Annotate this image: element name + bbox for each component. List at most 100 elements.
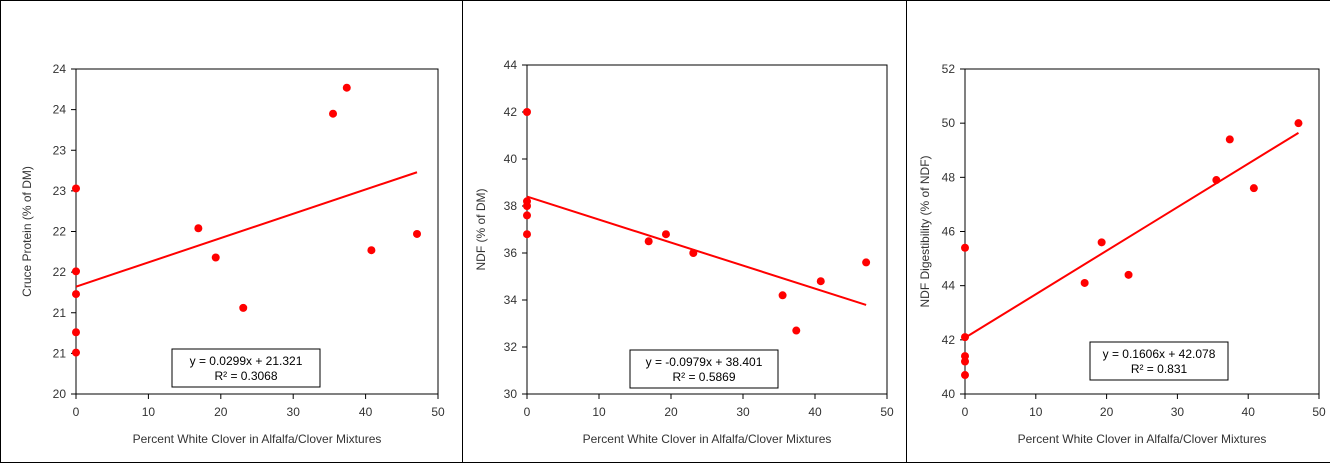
x-axis-label: Percent White Clover in Alfalfa/Clover M… (133, 432, 382, 446)
y-tick-label: 40 (504, 152, 518, 166)
equation-box (1089, 341, 1229, 381)
data-point (72, 328, 80, 337)
x-tick-label: 50 (431, 405, 445, 419)
y-tick-label: 22 (53, 225, 67, 239)
r-squared-label: R² = 0.5869 (672, 370, 735, 384)
y-tick-label: 30 (504, 387, 518, 401)
x-tick-label: 10 (1029, 405, 1043, 419)
trendline-equation: y = -0.0979x + 38.401 (646, 355, 763, 369)
x-tick-label: 0 (524, 405, 531, 419)
plot-area (75, 68, 439, 395)
data-point (1225, 135, 1234, 144)
y-tick-label: 40 (942, 387, 956, 401)
chart-panel-ndf: 0 10 20 30 40 50 30 32 34 36 38 40 42 44 Percent White… (462, 0, 907, 463)
data-point (961, 371, 969, 380)
scatter-chart-crude-protein: 0 10 20 30 40 50 20 21 21 22 22 23 23 24 24 Percent Whi… (20, 62, 445, 446)
x-tick-label: 0 (73, 405, 80, 419)
y-axis-label: NDF (% of DM) (474, 189, 488, 271)
chart-panel-crude-protein: 0 10 20 30 40 50 20 21 21 22 22 23 23 24 24 Percent Whi… (0, 0, 463, 463)
x-tick-label: 40 (808, 405, 822, 419)
x-tick-label: 40 (359, 405, 373, 419)
trendline (964, 132, 1299, 339)
data-point (72, 348, 80, 357)
data-point (1294, 119, 1303, 128)
data-point (523, 211, 531, 220)
y-tick-label: 42 (504, 105, 518, 119)
x-tick-label: 30 (736, 405, 750, 419)
x-tick-label: 10 (592, 405, 606, 419)
x-tick-label: 20 (664, 405, 678, 419)
y-tick-label: 44 (504, 58, 518, 72)
x-tick-label: 30 (287, 405, 301, 419)
y-tick-label: 32 (504, 340, 518, 354)
equation-box (171, 348, 321, 388)
y-tick-label: 24 (53, 103, 67, 117)
equation-box (629, 349, 779, 389)
x-axis-label: Percent White Clover in Alfalfa/Clover M… (583, 432, 832, 446)
plot-area (526, 64, 888, 395)
data-point (72, 290, 80, 299)
trendline-equation: y = 0.1606x + 42.078 (1103, 347, 1216, 361)
data-point (413, 229, 422, 238)
x-tick-label: 20 (214, 405, 228, 419)
data-point (1212, 176, 1221, 185)
data-point (1249, 184, 1258, 193)
x-tick-label: 10 (142, 405, 156, 419)
x-tick-label: 50 (1312, 405, 1326, 419)
data-point (1124, 270, 1133, 279)
data-point (523, 108, 531, 116)
y-tick-label: 23 (53, 184, 67, 198)
y-tick-label: 48 (942, 170, 956, 184)
x-tick-label: 30 (1171, 405, 1185, 419)
data-point (792, 326, 801, 335)
x-tick-label: 20 (1100, 405, 1114, 419)
trendline (75, 171, 418, 288)
y-tick-label: 46 (942, 225, 956, 239)
data-point (961, 357, 969, 366)
y-tick-label: 23 (53, 143, 67, 157)
scatter-chart-ndf: 0 10 20 30 40 50 30 32 34 36 38 40 42 44 Percent White… (474, 58, 894, 446)
data-point (342, 83, 351, 92)
y-tick-label: 42 (942, 333, 956, 347)
data-point (1080, 278, 1089, 287)
scatter-chart-ndf-digestibility: 0 10 20 30 40 50 40 42 44 46 48 50 52 Percent White C… (918, 62, 1326, 446)
data-point (72, 267, 80, 276)
y-tick-label: 24 (53, 62, 67, 76)
y-axis-label: Cruce Protein (% of DM) (20, 166, 34, 297)
data-point (1097, 238, 1106, 247)
data-point (523, 230, 531, 239)
data-point (367, 246, 376, 255)
x-axis-label: Percent White Clover in Alfalfa/Clover M… (1018, 432, 1267, 446)
y-tick-label: 44 (942, 279, 956, 293)
data-point (194, 224, 203, 233)
x-tick-label: 0 (962, 405, 969, 419)
data-point (862, 258, 871, 267)
data-point (72, 184, 80, 193)
data-point (661, 230, 670, 239)
r-squared-label: R² = 0.831 (1131, 362, 1188, 376)
y-tick-label: 38 (504, 199, 518, 213)
data-point (211, 253, 220, 262)
y-tick-label: 20 (53, 387, 67, 401)
data-point (961, 333, 969, 342)
data-point (523, 202, 531, 210)
data-point (329, 109, 338, 118)
x-tick-label: 40 (1242, 405, 1256, 419)
y-tick-label: 50 (942, 116, 956, 130)
y-tick-label: 34 (504, 293, 518, 307)
data-point (239, 303, 248, 312)
data-point (961, 243, 969, 252)
y-tick-label: 36 (504, 246, 518, 260)
x-tick-label: 50 (880, 405, 894, 419)
r-squared-label: R² = 0.3068 (214, 369, 277, 383)
y-tick-label: 52 (942, 62, 956, 76)
data-point (778, 291, 787, 300)
y-tick-label: 21 (53, 346, 67, 360)
data-point (689, 249, 698, 257)
data-point (816, 277, 825, 286)
data-point (644, 237, 653, 246)
y-tick-label: 21 (53, 306, 67, 320)
y-tick-label: 22 (53, 265, 67, 279)
trendline-equation: y = 0.0299x + 21.321 (190, 354, 303, 368)
y-axis-label: NDF Digestibility (% of NDF) (918, 155, 932, 307)
